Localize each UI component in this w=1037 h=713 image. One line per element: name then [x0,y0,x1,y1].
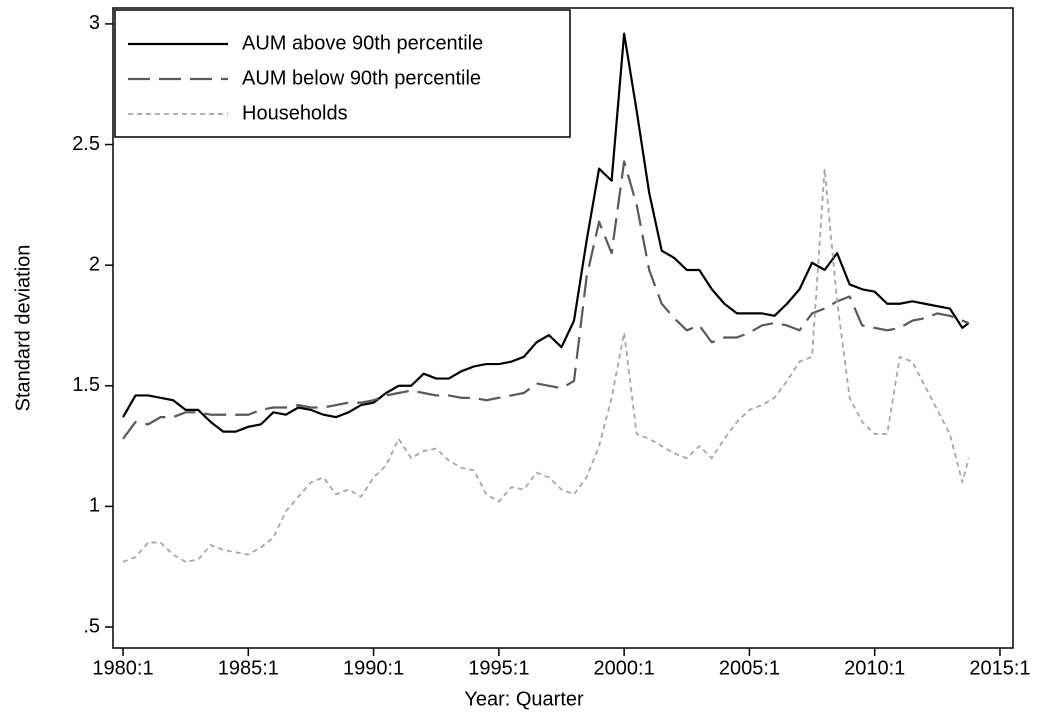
y-tick-label: 3 [89,12,100,34]
x-tick-label: 2015:1 [969,657,1030,679]
x-axis-title: Year: Quarter [464,688,584,710]
series-line [122,32,970,433]
y-tick-label: 1 [89,495,100,517]
y-tick-label: 2.5 [72,133,100,155]
x-tick-label: 2000:1 [594,657,655,679]
x-tick-label: 1980:1 [92,657,153,679]
series-line [122,167,970,563]
x-tick-label: 2010:1 [844,657,905,679]
x-tick-label: 1990:1 [343,657,404,679]
y-tick-label: .5 [83,615,100,637]
x-tick-label: 1995:1 [468,657,529,679]
y-tick-label: 1.5 [72,374,100,396]
legend-box [114,9,571,138]
series-line [122,160,970,440]
legend-label: Households [242,102,348,124]
y-tick-label: 2 [89,253,100,275]
legend-label: AUM above 90th percentile [242,32,483,54]
legend-label: AUM below 90th percentile [242,67,481,89]
x-tick-label: 2005:1 [719,657,780,679]
x-tick-label: 1985:1 [218,657,279,679]
plot-frame [112,7,1014,649]
y-axis-title: Standard deviation [12,245,34,412]
